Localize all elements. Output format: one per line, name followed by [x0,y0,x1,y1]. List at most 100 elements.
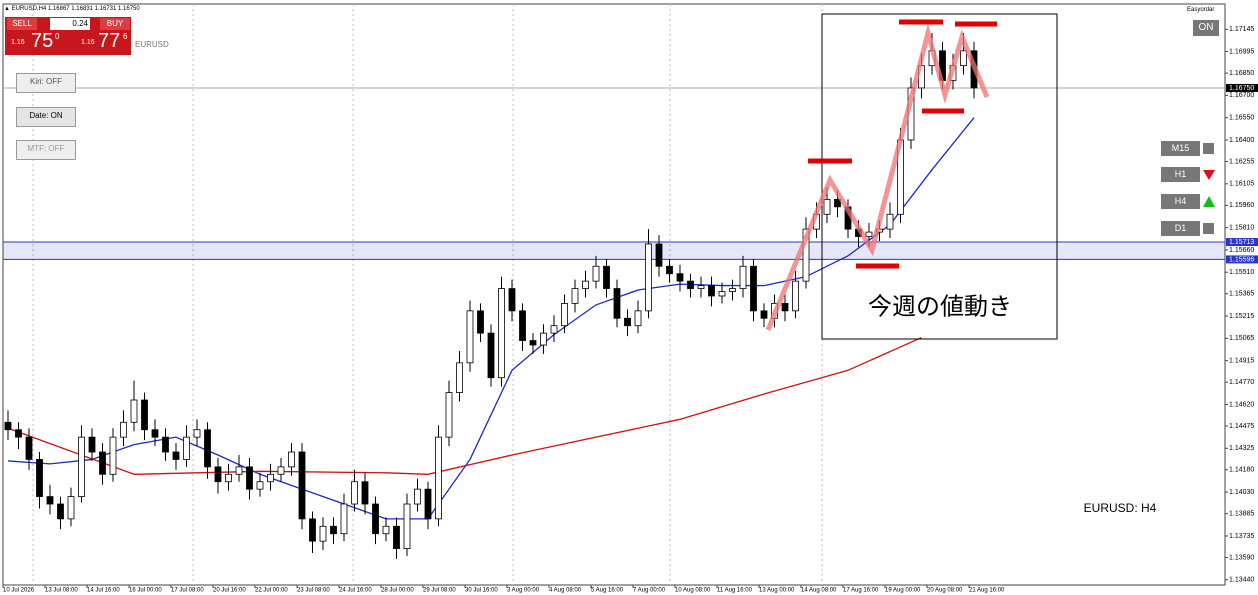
candle-body [466,310,474,364]
tf-button[interactable]: H4 [1161,194,1200,209]
zone-label-bg [1226,255,1258,264]
zone-label: 1.15596 [1229,256,1254,263]
y-tick-label: 1.17145 [1229,26,1254,33]
buy-frac: 6 [123,32,128,41]
candle-body [183,436,190,460]
candle-body [477,310,484,334]
y-tick-label: 1.15960 [1229,202,1254,209]
candle-body [708,285,715,297]
candle-body [256,481,264,490]
candle-body [571,288,579,304]
candle-body [57,503,64,520]
tf-button[interactable]: D1 [1161,221,1200,236]
candle-body [382,525,390,535]
tf-button[interactable]: H1 [1161,167,1200,182]
candle-body [361,481,369,505]
candle-body [267,473,274,483]
y-tick-label: 1.13735 [1229,533,1254,540]
y-tick-label: 1.14030 [1229,489,1254,496]
x-tick-label: 14 Aug 08:00 [801,588,837,594]
y-tick-label: 1.13590 [1229,554,1254,561]
candle-body [645,243,652,312]
candle-body [46,496,54,505]
y-tick-label: 1.14475 [1229,423,1254,430]
candle-body [456,362,463,393]
candle-body [487,332,495,379]
y-tick-label: 1.15365 [1229,291,1254,298]
candle-body [130,399,138,423]
tf-button[interactable]: M15 [1161,141,1200,156]
y-tick-label: 1.14915 [1229,357,1254,364]
y-tick-label: 1.15810 [1229,224,1254,231]
candle-body [435,436,442,520]
candle-body [886,213,894,230]
candle-body [550,325,558,334]
y-tick-label: 1.14325 [1229,445,1254,452]
buy-button[interactable]: BUY [100,18,130,30]
candle-body [865,231,873,237]
candle-body [204,429,211,468]
sell-frac: 0 [55,32,60,41]
x-tick-label: 19 Aug 00:00 [885,588,921,594]
candle-body [162,436,169,453]
candle-body [141,399,148,431]
symbol-text: EURUSD,H4 1.16867 1.16831 1.16731 1.1675… [11,6,140,12]
kiri-button[interactable]: Kiri: OFF [16,73,76,93]
x-tick-label: 24 Jul 16:00 [339,588,372,594]
lot-input[interactable]: 0.24 [50,18,90,30]
candle-body [151,429,159,438]
x-tick-label: 10 Jul 2026 [3,588,35,594]
watermark: EURUSD: H4 [1084,501,1157,515]
x-tick-label: 10 Aug 08:00 [675,588,711,594]
candle-body [540,332,547,346]
candle-body [592,265,600,282]
x-tick-label: 23 Jul 08:00 [297,588,330,594]
y-tick-label: 1.15065 [1229,335,1254,342]
y-tick-label: 1.15510 [1229,269,1254,276]
date-button[interactable]: Date: ON [16,107,76,127]
x-tick-label: 21 Aug 16:00 [969,588,1005,594]
x-tick-label: 3 Aug 00:00 [507,588,540,594]
x-tick-label: 16 Jul 00:00 [129,588,162,594]
x-tick-label: 14 Jul 16:00 [87,588,120,594]
candle-body [4,421,12,431]
level-bars [808,19,997,269]
candle-body [655,243,663,267]
y-tick-label: 1.13440 [1229,577,1254,584]
candle-body [414,488,421,505]
x-tick-label: 7 Aug 00:00 [633,588,666,594]
y-tick-label: 1.13885 [1229,511,1254,518]
y-tick-label: 1.16850 [1229,70,1254,77]
candle-body [445,392,453,438]
current-price-label: 1.16750 [1229,85,1254,92]
y-tick-label: 1.15215 [1229,313,1254,320]
x-tick-label: 20 Aug 08:00 [927,588,963,594]
mtf-button[interactable]: MTF: OFF [16,140,76,160]
easy-order-state[interactable]: ON [1193,20,1219,36]
candle-body [25,436,33,460]
y-tick-label: 1.16700 [1229,92,1254,99]
candle-body [582,280,589,289]
candle-body [834,199,841,208]
zone-label: 1.15713 [1229,239,1254,246]
candle-body [603,265,610,289]
pattern-line [765,23,990,331]
candle-body [78,436,85,497]
candle-body [99,451,106,475]
candle-body [36,459,43,497]
symbol-info: ▲ EURUSD,H4 1.16867 1.16831 1.16731 1.16… [4,6,140,12]
y-tick-label: 1.16400 [1229,137,1254,144]
plot-frame [2,3,1226,586]
sell-big: 1.16 [11,39,25,46]
candle-body [750,265,757,312]
sell-button[interactable]: SELL [7,18,37,30]
candle-body [214,466,222,483]
candle-body [529,340,537,346]
candle-body [235,466,243,475]
candle-body [120,421,127,438]
current-price-bg [1226,83,1258,92]
x-tick-label: 17 Aug 16:00 [843,588,879,594]
candle-body [298,451,306,520]
candle-body [634,310,642,327]
